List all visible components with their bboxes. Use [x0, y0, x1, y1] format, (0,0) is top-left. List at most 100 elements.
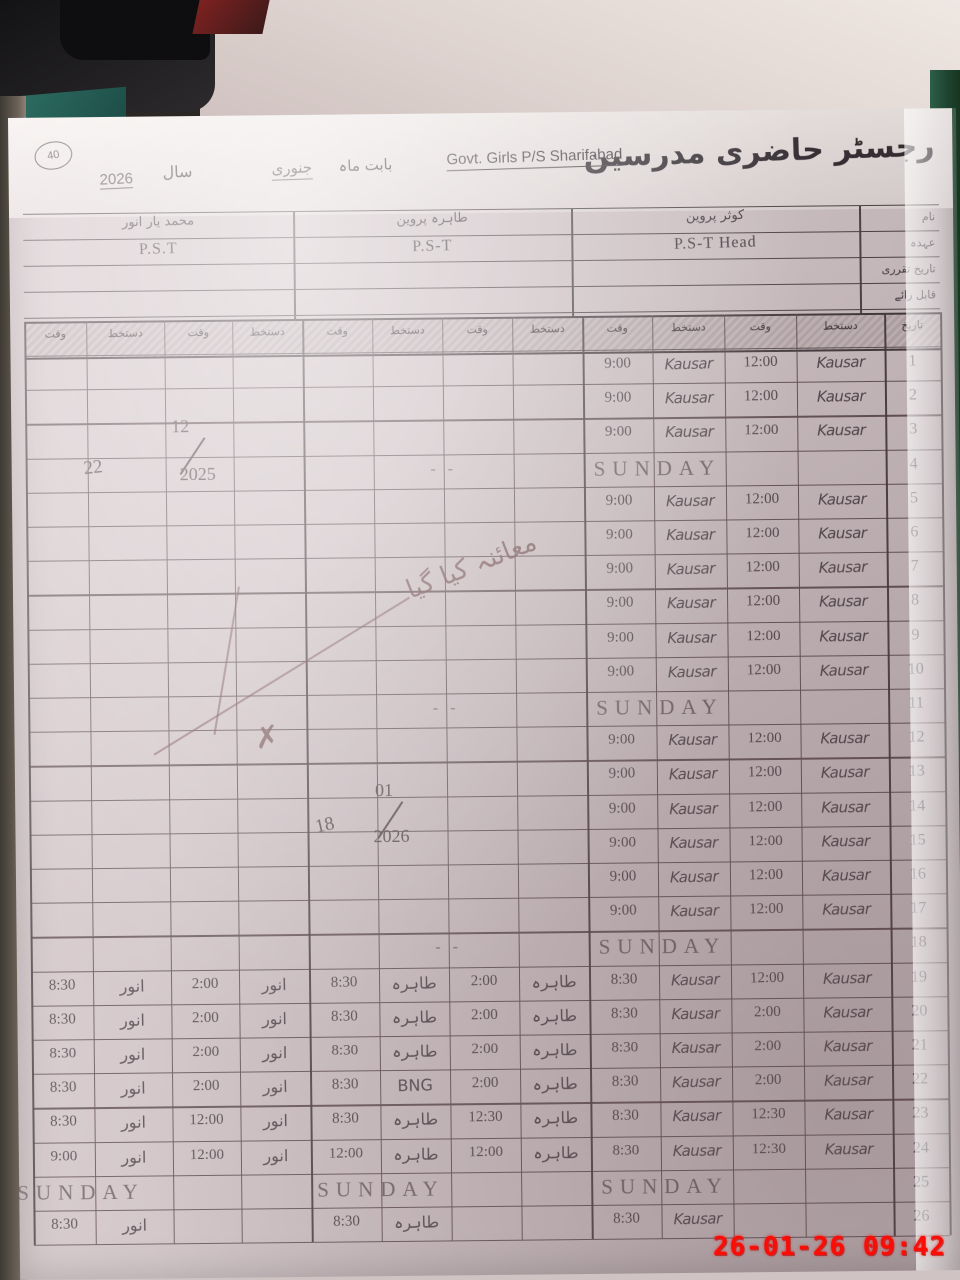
time-arrival-head: 8:30	[613, 1210, 641, 1227]
page-title-block: 40 رجسٹر حاضری مدرسین Govt. Girls P/S Sh…	[8, 126, 953, 214]
grid-rule-vertical	[512, 316, 524, 1240]
time-arrival-head: 9:00	[608, 731, 635, 748]
time-departure-head: 12:00	[748, 866, 784, 884]
annot-year-2: 2026	[373, 825, 410, 847]
time-arrival-2: 8:30	[333, 1213, 361, 1230]
year-label: سال	[162, 161, 193, 182]
time-arrival-head: 9:00	[605, 526, 633, 543]
grid-rule-vertical	[232, 319, 244, 1243]
time-arrival-1: 8:30	[49, 1079, 77, 1096]
signature-departure-1: انور	[262, 1043, 288, 1063]
sunday-dash: - -	[430, 459, 458, 478]
time-departure-1: 12:00	[189, 1112, 224, 1129]
page-number-circle: 40	[32, 138, 75, 173]
time-departure-head: 12:00	[747, 764, 783, 781]
sunday-marker: SUNDAY	[596, 694, 724, 720]
signature-arrival-head: Kausar	[669, 799, 718, 818]
column-header: دستخط	[529, 321, 565, 336]
time-departure-head: 12:00	[744, 422, 779, 439]
year-value: 2026	[98, 170, 134, 190]
time-departure-head: 12:00	[749, 900, 784, 918]
sunday-marker: SUNDAY	[593, 455, 722, 481]
signature-departure-head: Kausar	[819, 660, 869, 680]
annot-year-1: 2025	[179, 463, 216, 485]
sunday-marker: SUNDAY	[17, 1179, 145, 1205]
time-arrival-2: 12:00	[328, 1144, 364, 1162]
time-departure-2: 2:00	[471, 1074, 499, 1092]
time-departure-1: 2:00	[191, 1009, 219, 1027]
signature-arrival-1: انور	[119, 976, 145, 996]
signature-departure-head: Kausar	[816, 387, 866, 406]
signature-departure-head: Kausar	[821, 865, 871, 885]
signature-departure-head: Kausar	[824, 1105, 873, 1125]
time-departure-head: 12:00	[745, 593, 781, 610]
month-value: جنوری	[271, 158, 313, 181]
signature-arrival-2: BNG	[397, 1075, 434, 1096]
time-departure-head: 12:00	[743, 353, 778, 371]
signature-departure-2: طاہرہ	[533, 1142, 579, 1163]
signature-departure-1: انور	[262, 1111, 289, 1131]
time-arrival-head: 8:30	[612, 1142, 640, 1159]
time-departure-2: 2:00	[471, 1040, 499, 1058]
signature-arrival-head: Kausar	[664, 354, 713, 374]
time-arrival-head: 9:00	[608, 799, 636, 817]
signature-arrival-head: Kausar	[668, 764, 718, 784]
page-title: رجسٹر حاضری مدرسین	[582, 128, 935, 175]
signature-arrival-2: طاہرہ	[391, 972, 437, 993]
signature-arrival-1: انور	[119, 1010, 146, 1030]
time-arrival-head: 9:00	[604, 389, 632, 407]
time-arrival-head: 9:00	[607, 629, 634, 646]
time-departure-head: 2:00	[754, 1071, 782, 1089]
column-header: وقت	[187, 325, 210, 340]
signature-departure-2: طاہرہ	[532, 1040, 578, 1060]
signature-arrival-2: طاہرہ	[393, 1212, 440, 1233]
signature-arrival-1: انور	[120, 1078, 146, 1099]
signature-arrival-head: Kausar	[669, 867, 719, 887]
time-departure-2: 12:30	[468, 1109, 503, 1126]
signature-arrival-1: انور	[121, 1215, 148, 1235]
time-departure-head: 12:00	[744, 490, 780, 508]
time-departure-1: 2:00	[191, 975, 219, 992]
staff-post-1: P.S.T	[138, 239, 178, 258]
time-departure-2: 2:00	[470, 1006, 498, 1024]
time-departure-1: 12:00	[189, 1146, 225, 1163]
signature-departure-head: Kausar	[818, 524, 867, 543]
time-arrival-1: 9:00	[50, 1147, 78, 1165]
time-departure-head: 2:00	[754, 1037, 782, 1055]
time-arrival-head: 9:00	[609, 834, 637, 851]
signature-departure-1: انور	[261, 974, 287, 995]
signature-departure-head: Kausar	[816, 352, 865, 372]
time-arrival-head: 9:00	[605, 492, 633, 509]
attendance-grid: وقت دستخط وقت دستخط وقت دستخط وقت دستخط وقت دستخط…	[17, 312, 952, 1272]
time-arrival-head: 8:30	[610, 970, 638, 988]
time-departure-head: 2:00	[753, 1003, 781, 1021]
column-header: دستخط	[249, 324, 285, 339]
column-header: وقت	[606, 321, 629, 335]
time-arrival-head: 9:00	[608, 765, 636, 783]
grid-rule-vertical	[24, 321, 36, 1245]
staff-header-block: کوثر پروین P.S-T Head طاہرہ پروین P.S-T …	[23, 204, 941, 322]
column-header: دستخط	[389, 323, 425, 338]
grid-rule-vertical	[442, 317, 454, 1241]
column-header: وقت	[44, 327, 67, 341]
time-arrival-head: 8:30	[611, 1039, 639, 1056]
time-arrival-head: 9:00	[606, 594, 634, 612]
sunday-dash: - -	[435, 938, 463, 956]
signature-departure-1: انور	[262, 1077, 288, 1097]
check-mark: ✗	[252, 719, 282, 757]
signature-arrival-1: انور	[120, 1044, 146, 1064]
signature-departure-2: طاہرہ	[532, 1108, 579, 1129]
signature-arrival-head: Kausar	[672, 1141, 722, 1160]
signature-arrival-1: انور	[120, 1112, 147, 1133]
time-departure-head: 12:00	[748, 798, 783, 815]
grid-rule-vertical	[302, 318, 314, 1243]
column-header: دستخط	[107, 326, 143, 341]
time-departure-head: 12:30	[751, 1140, 786, 1157]
signature-arrival-head: Kausar	[671, 1038, 720, 1058]
signature-arrival-2: طاہرہ	[391, 1007, 438, 1027]
time-arrival-1: 8:30	[50, 1113, 77, 1131]
time-arrival-head: 8:30	[611, 1107, 639, 1125]
time-departure-head: 12:00	[745, 558, 781, 576]
sunday-dash: - -	[432, 699, 460, 717]
sunday-marker: SUNDAY	[598, 933, 727, 960]
